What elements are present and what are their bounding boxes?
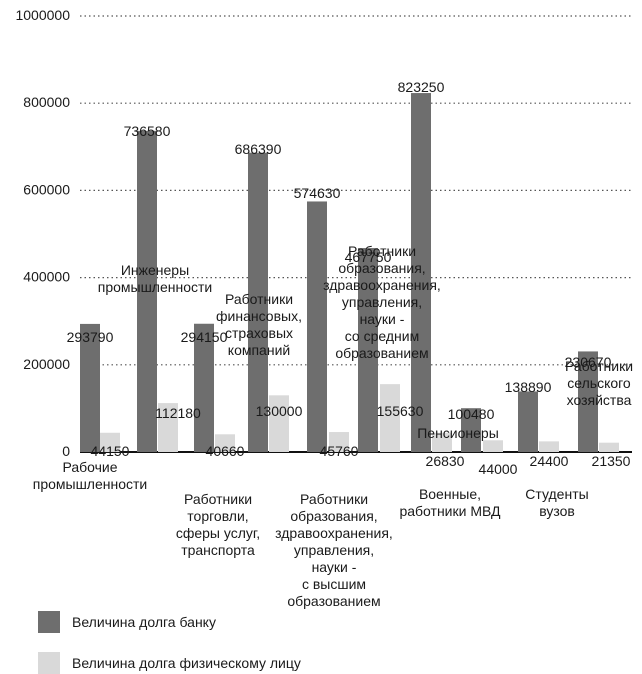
bar-bank (461, 408, 481, 452)
bar-person (599, 442, 619, 452)
data-label-person: 130000 (256, 403, 303, 419)
category-label: Работники финансовых, страховых компаний (216, 291, 302, 358)
data-label-person: 112180 (155, 405, 201, 421)
bar-bank (411, 93, 431, 453)
data-label-person: 21350 (592, 453, 631, 469)
category-label: Военные, работники МВД (399, 486, 501, 519)
legend-swatch-person (38, 652, 60, 674)
bar-bank (80, 323, 100, 452)
data-label-person: 44000 (479, 461, 518, 477)
category-label: Рабочие промышленности (33, 459, 148, 492)
data-label-bank: 686390 (235, 141, 282, 157)
y-tick-label: 0 (62, 443, 70, 459)
y-tick-label: 800000 (23, 94, 70, 110)
legend-item-bank: Величина долга банку (38, 611, 216, 633)
legend-label-bank: Величина долга банку (72, 614, 216, 630)
category-label: Пенсионеры (417, 425, 499, 441)
y-tick-label: 400000 (23, 269, 70, 285)
data-label-person: 26830 (426, 453, 465, 469)
bar-person (329, 432, 349, 452)
data-label-bank: 293790 (67, 329, 114, 345)
legend-label-person: Величина долга физическому лицу (72, 655, 301, 671)
bar-person (100, 432, 120, 452)
data-label-bank: 574630 (294, 185, 341, 201)
category-label: Студенты вузов (525, 486, 588, 519)
bar-person (158, 403, 178, 452)
bar-person (215, 434, 235, 452)
legend-item-person: Величина долга физическому лицу (38, 652, 301, 674)
bar-bank (194, 323, 214, 452)
bar-bank (358, 248, 378, 452)
y-tick-label: 200000 (23, 356, 70, 372)
data-label-person: 24400 (530, 453, 569, 469)
category-label: Работники сельского хозяйства (565, 358, 633, 408)
bar-bank (578, 351, 598, 452)
data-label-bank: 467750 (345, 249, 392, 265)
data-label-bank: 138890 (505, 379, 552, 395)
bar-bank (248, 152, 268, 453)
y-tick-label: 600000 (23, 181, 70, 197)
category-label: Работники образования, здравоохранения, упр… (275, 491, 393, 609)
data-label-bank: 100480 (448, 406, 495, 422)
data-label-person: 45760 (320, 443, 359, 459)
bar-person (432, 432, 452, 452)
data-label-person: 40660 (206, 443, 245, 459)
data-label-bank: 230670 (565, 354, 612, 370)
bar-bank (137, 130, 157, 452)
data-label-bank: 736580 (124, 123, 171, 139)
data-label-person: 44150 (91, 443, 130, 459)
category-label: Работники торговли, сферы услуг, транспорта (176, 491, 260, 558)
data-label-person: 155630 (377, 403, 424, 419)
legend-swatch-bank (38, 611, 60, 633)
y-tick-label: 1000000 (15, 7, 70, 23)
bar-person (539, 441, 559, 452)
bar-person (483, 440, 503, 452)
data-label-bank: 294150 (181, 329, 228, 345)
category-label: Инженеры промышленности (98, 262, 213, 295)
data-label-bank: 823250 (398, 79, 445, 95)
bar-person (380, 384, 400, 452)
bar-person (269, 395, 289, 452)
category-label: Работники образования, здравоохранения, упр… (323, 243, 441, 361)
bar-bank (518, 391, 538, 452)
bar-bank (307, 201, 327, 452)
